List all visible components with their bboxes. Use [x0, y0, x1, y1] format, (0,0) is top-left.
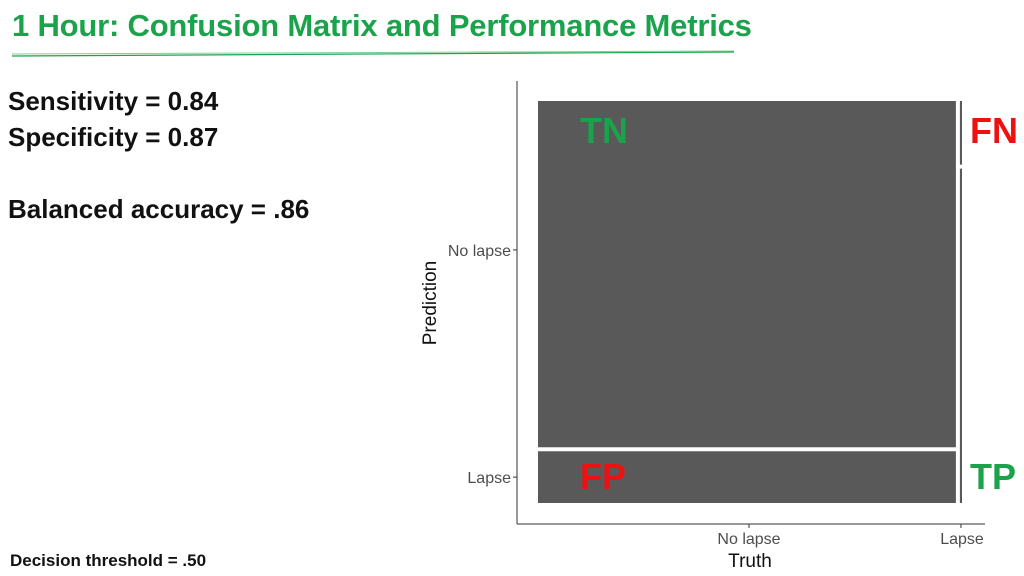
- decision-threshold-text: Decision threshold = .50: [10, 551, 207, 570]
- title-underline: [12, 50, 734, 57]
- mosaic-cell-fn: [959, 101, 962, 165]
- y-tick-label: No lapse: [448, 243, 511, 260]
- y-tick-label: Lapse: [467, 470, 511, 487]
- sensitivity-text: Sensitivity = 0.84: [8, 86, 219, 116]
- balanced-accuracy-text: Balanced accuracy = .86: [8, 194, 310, 224]
- cell-label-fn: FN: [970, 110, 1018, 151]
- mosaic-cell-fp: [538, 451, 956, 503]
- cell-label-tp: TP: [970, 456, 1016, 497]
- x-axis-title: Truth: [728, 551, 772, 572]
- mosaic-cell-tp: [959, 168, 962, 503]
- x-tick-label: Lapse: [940, 531, 984, 548]
- specificity-text: Specificity = 0.87: [8, 122, 219, 152]
- slide-title: 1 Hour: Confusion Matrix and Performance…: [12, 8, 752, 43]
- mosaic-cell-tn: [538, 101, 956, 448]
- cell-label-tn: TN: [580, 110, 628, 151]
- y-axis-title: Prediction: [420, 261, 441, 346]
- x-tick-label: No lapse: [717, 531, 780, 548]
- cell-label-fp: FP: [580, 456, 626, 497]
